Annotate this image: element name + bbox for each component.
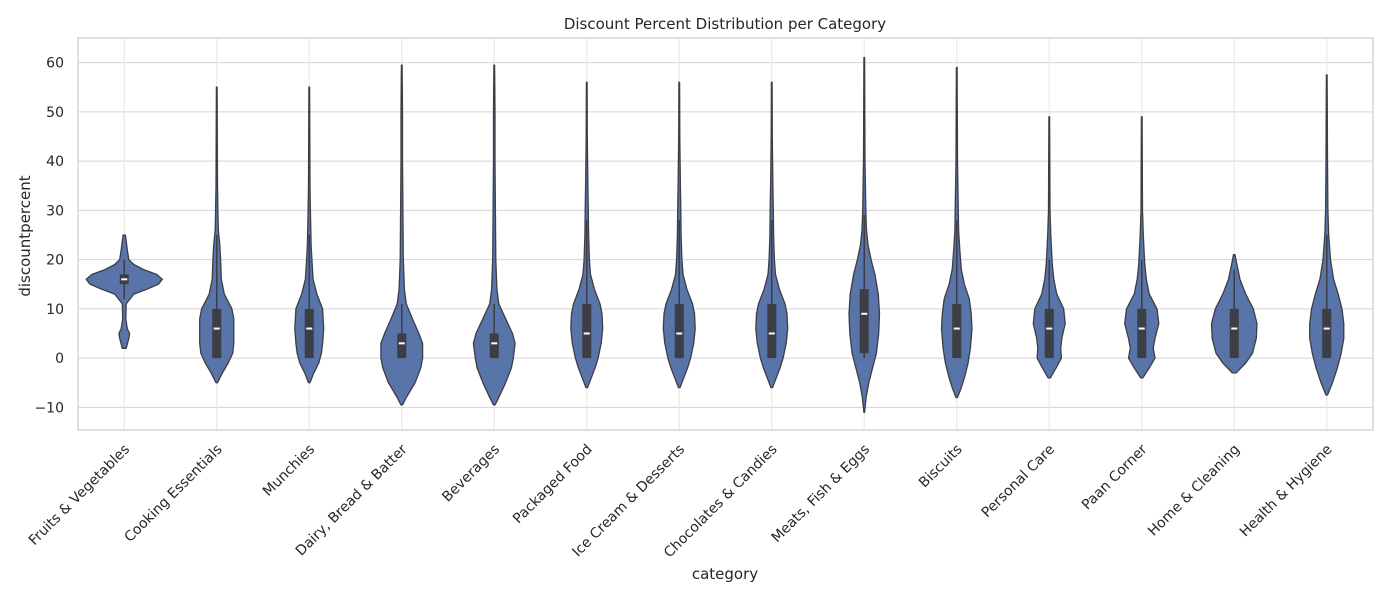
y-axis-title: discountpercent <box>16 175 34 296</box>
y-tick-label: 10 <box>46 302 64 318</box>
x-tick-label: Fruits & Vegetables <box>26 442 133 549</box>
x-tick-label: Paan Corner <box>1079 441 1151 513</box>
violin-body <box>1124 116 1160 379</box>
x-tick-label: Packaged Food <box>510 442 596 528</box>
violin-body <box>1309 74 1345 396</box>
y-tick-label: 50 <box>46 105 64 121</box>
violin-body <box>199 86 235 384</box>
y-tick-label: 40 <box>46 154 64 170</box>
violin-body <box>1032 116 1066 379</box>
violin-iqr-box <box>582 303 592 359</box>
y-tick-label: 0 <box>55 351 64 367</box>
violin-iqr-box <box>304 308 314 359</box>
violin-iqr-box <box>489 333 499 359</box>
violin-iqr-box <box>1137 308 1147 359</box>
x-tick-label: Munchies <box>260 442 318 500</box>
violin-iqr-box <box>1044 308 1054 359</box>
violin-body <box>294 86 325 384</box>
violin-iqr-box <box>952 303 962 359</box>
violin-iqr-box <box>397 333 407 359</box>
grid-lines <box>78 38 1373 430</box>
x-tick-label: Cooking Essentials <box>122 442 226 546</box>
x-tick-label: Biscuits <box>916 442 966 492</box>
x-tick-label: Personal Care <box>979 442 1058 521</box>
plot-frame <box>77 37 1374 431</box>
violin-iqr-box <box>212 308 222 359</box>
x-tick-label: Home & Cleaning <box>1145 442 1243 540</box>
y-tick-label: 60 <box>46 56 64 72</box>
x-tick-label: Health & Hygiene <box>1237 442 1336 541</box>
violin-iqr-box <box>859 289 869 354</box>
y-tick-label: 20 <box>46 253 64 269</box>
violin-iqr-box <box>1322 308 1332 359</box>
violin-body <box>380 64 424 406</box>
y-tick-label: −10 <box>34 400 64 416</box>
violin-iqr-box <box>767 303 777 359</box>
violins-group <box>85 57 1345 413</box>
chart-title: Discount Percent Distribution per Catego… <box>564 15 886 33</box>
violin-body <box>472 64 516 406</box>
violin-iqr-box <box>674 303 684 359</box>
x-tick-label: Beverages <box>439 442 503 506</box>
y-tick-labels: −10 0 10 20 30 40 50 60 <box>34 56 64 417</box>
x-tick-label: Meats, Fish & Eggs <box>769 442 873 546</box>
y-tick-label: 30 <box>46 203 64 219</box>
violin-iqr-box <box>1229 308 1239 359</box>
x-axis-title: category <box>692 565 758 583</box>
